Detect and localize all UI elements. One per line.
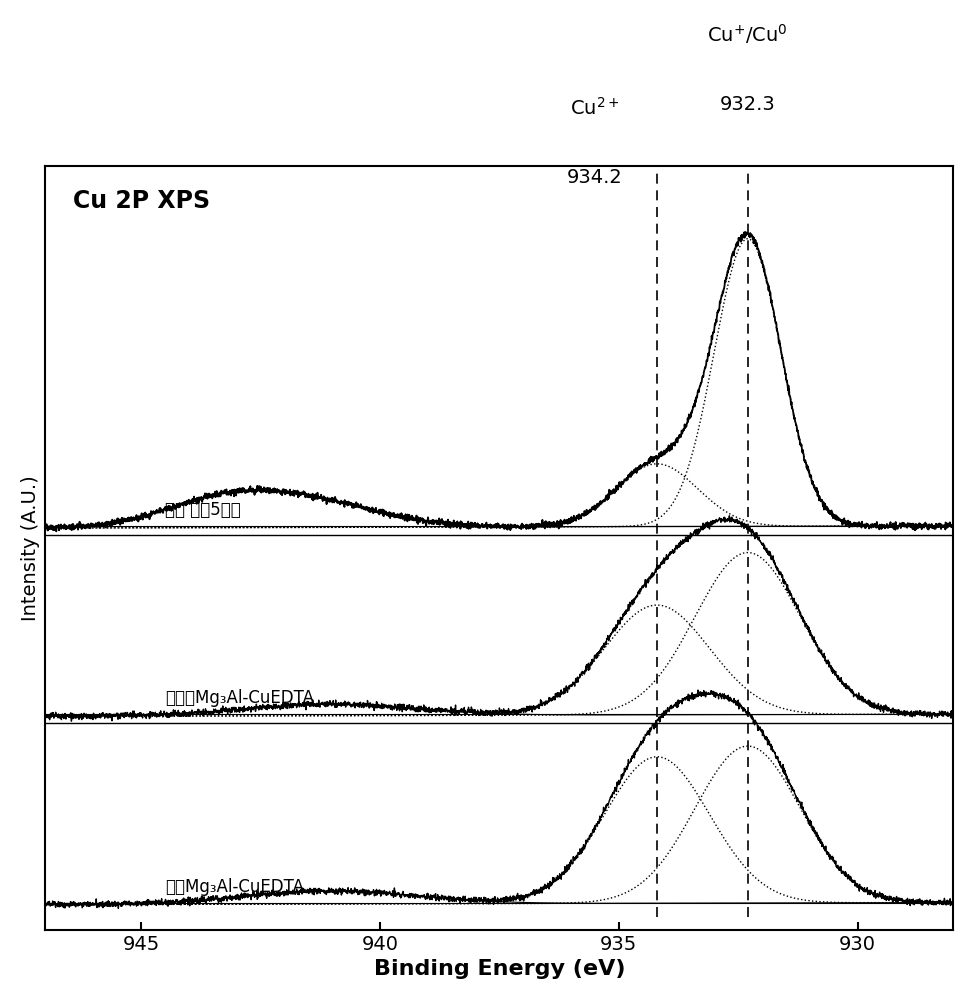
Text: 932.3: 932.3 xyxy=(720,95,775,114)
Y-axis label: Intensity (A.U.): Intensity (A.U.) xyxy=(20,475,40,621)
Text: 循环 使用5次后: 循环 使用5次后 xyxy=(165,501,241,519)
Text: 934.2: 934.2 xyxy=(567,168,622,187)
Text: Cu$^{2+}$: Cu$^{2+}$ xyxy=(570,97,619,119)
Text: 新鲜Mg₃Al-CuEDTA: 新鲜Mg₃Al-CuEDTA xyxy=(165,878,304,896)
X-axis label: Binding Energy (eV): Binding Energy (eV) xyxy=(373,959,625,979)
Text: 还原后Mg₃Al-CuEDTA: 还原后Mg₃Al-CuEDTA xyxy=(165,689,314,707)
Text: Cu 2P XPS: Cu 2P XPS xyxy=(73,189,209,213)
Text: Cu$^{+}$/Cu$^{0}$: Cu$^{+}$/Cu$^{0}$ xyxy=(707,22,788,46)
